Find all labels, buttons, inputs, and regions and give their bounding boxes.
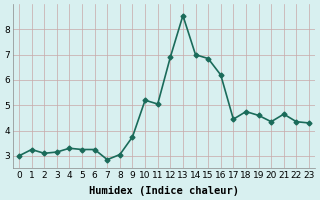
X-axis label: Humidex (Indice chaleur): Humidex (Indice chaleur) <box>89 186 239 196</box>
